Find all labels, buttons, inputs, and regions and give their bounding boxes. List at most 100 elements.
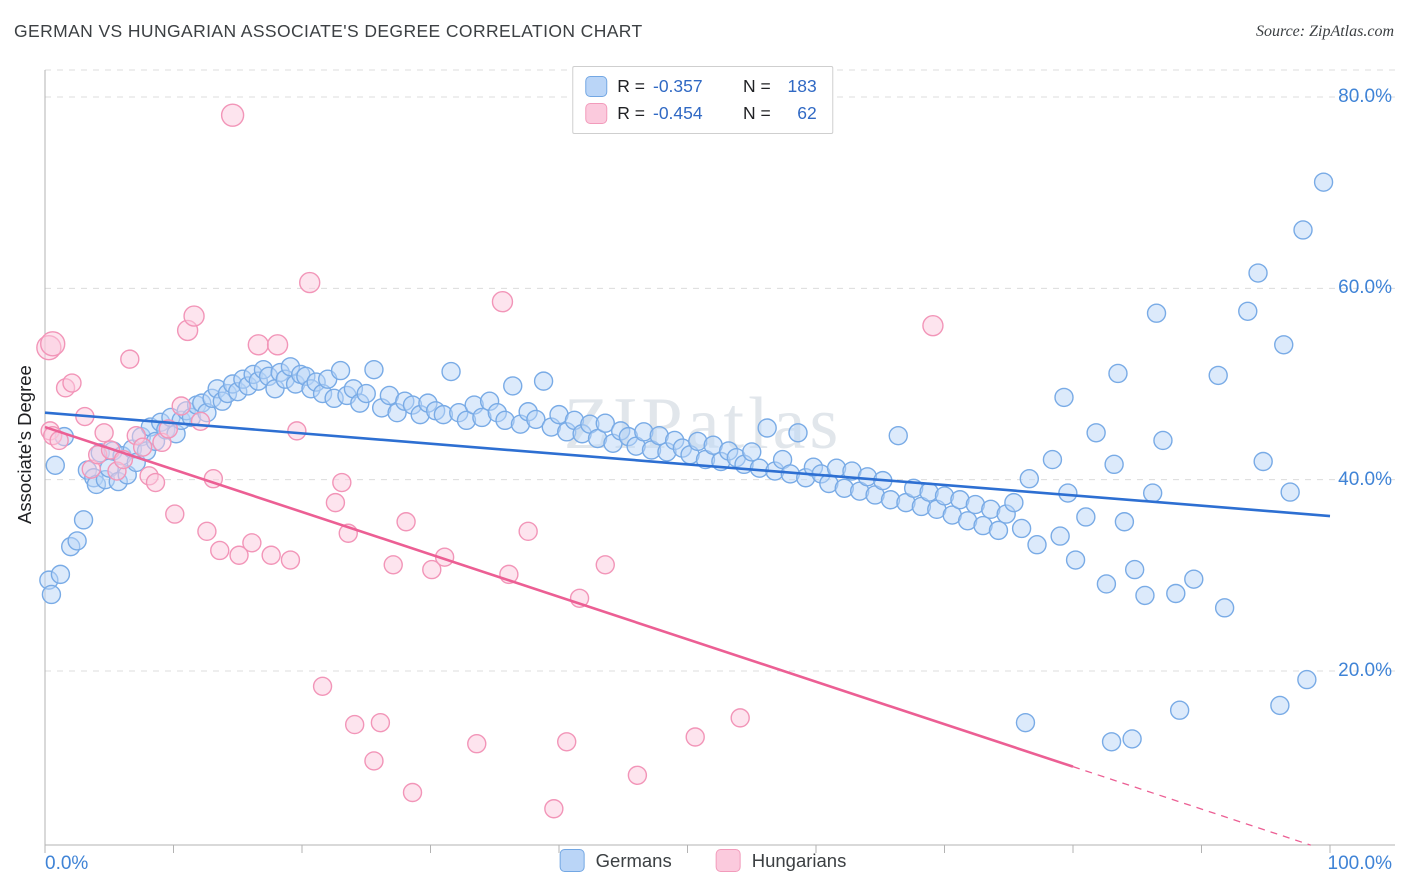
data-point-germans — [541, 417, 561, 437]
data-point-germans — [834, 478, 854, 498]
data-point-germans — [312, 383, 333, 404]
data-point-hungarians — [49, 430, 69, 451]
data-point-germans — [957, 511, 978, 531]
data-point-hungarians — [183, 305, 205, 327]
data-point-hungarians — [332, 472, 352, 493]
data-point-hungarians — [94, 423, 114, 443]
data-point-hungarians — [40, 421, 60, 441]
data-point-hungarians — [190, 411, 211, 432]
trend-line-extension-hungarians — [1072, 766, 1311, 846]
data-point-hungarians — [152, 432, 172, 453]
data-point-hungarians — [383, 555, 403, 575]
data-point-hungarians — [434, 547, 455, 567]
data-point-germans — [253, 359, 274, 380]
data-point-germans — [306, 372, 326, 392]
series-legend: Germans Hungarians — [559, 849, 846, 872]
data-point-hungarians — [627, 765, 648, 785]
data-point-germans — [217, 383, 238, 404]
trend-line-hungarians — [44, 425, 1074, 768]
data-point-germans — [202, 388, 222, 409]
data-point-germans — [996, 504, 1016, 524]
data-point-germans — [131, 426, 152, 447]
data-point-germans — [1166, 583, 1186, 604]
data-point-germans — [1054, 387, 1074, 408]
data-point-hungarians — [491, 291, 514, 313]
data-point-germans — [510, 414, 531, 434]
data-point-germans — [449, 403, 469, 423]
data-point-hungarians — [280, 550, 301, 570]
data-point-hungarians — [36, 334, 62, 361]
data-point-germans — [301, 379, 321, 399]
data-point-germans — [1058, 483, 1078, 503]
legend-row-germans: R = -0.357 N = 183 — [585, 76, 817, 97]
data-point-germans — [122, 439, 143, 459]
y-tick-60: 60.0% — [1338, 277, 1392, 298]
data-point-germans — [402, 395, 423, 415]
data-point-germans — [222, 374, 243, 394]
data-point-hungarians — [467, 734, 487, 754]
data-point-hungarians — [261, 545, 281, 565]
data-point-germans — [896, 492, 916, 513]
data-point-hungarians — [325, 492, 346, 513]
data-point-germans — [54, 426, 74, 447]
data-point-germans — [117, 465, 137, 485]
data-point-germans — [796, 468, 816, 488]
data-point-germans — [186, 395, 207, 415]
data-point-germans — [1280, 482, 1300, 502]
data-point-germans — [156, 420, 176, 440]
data-point-germans — [973, 515, 993, 536]
data-point-hungarians — [247, 334, 270, 356]
data-point-germans — [1114, 512, 1135, 532]
data-point-germans — [1153, 430, 1173, 451]
data-point-germans — [873, 470, 893, 491]
data-point-hungarians — [685, 727, 705, 747]
data-point-hungarians — [203, 469, 224, 489]
data-point-germans — [197, 403, 217, 423]
y-axis-label: Associate's Degree — [14, 365, 35, 524]
n-value-germans: 183 — [787, 76, 817, 96]
data-point-germans — [1146, 303, 1167, 323]
data-point-germans — [171, 410, 191, 431]
data-point-hungarians — [43, 425, 63, 446]
data-point-germans — [395, 391, 415, 411]
data-point-germans — [248, 371, 269, 391]
data-point-hungarians — [171, 396, 191, 416]
data-point-germans — [166, 424, 186, 444]
data-point-germans — [1050, 526, 1070, 546]
data-point-germans — [464, 395, 484, 415]
data-point-germans — [371, 398, 392, 418]
data-point-germans — [39, 570, 59, 590]
germans-swatch-icon — [585, 76, 608, 97]
data-point-hungarians — [220, 103, 245, 127]
data-point-germans — [1274, 335, 1294, 355]
data-point-germans — [903, 478, 924, 498]
data-point-germans — [90, 443, 110, 463]
data-point-germans — [1270, 695, 1290, 716]
data-point-germans — [533, 371, 554, 391]
data-point-germans — [1042, 449, 1063, 470]
n-label: N = — [743, 103, 771, 123]
data-point-germans — [472, 407, 492, 428]
data-point-germans — [965, 494, 986, 515]
data-point-germans — [1011, 518, 1032, 539]
data-point-germans — [942, 505, 962, 525]
data-point-germans — [67, 531, 87, 551]
data-point-germans — [1253, 451, 1273, 472]
data-point-germans — [1004, 492, 1024, 513]
data-point-germans — [418, 393, 438, 413]
data-point-germans — [280, 357, 301, 377]
data-point-germans — [161, 407, 181, 428]
data-point-hungarians — [132, 437, 153, 457]
data-point-hungarians — [158, 419, 179, 439]
data-point-germans — [981, 499, 1001, 520]
data-point-hungarians — [75, 406, 95, 427]
data-point-hungarians — [107, 461, 127, 481]
data-point-germans — [41, 584, 62, 605]
data-point-hungarians — [62, 373, 82, 393]
data-point-germans — [77, 460, 98, 480]
data-point-germans — [207, 379, 227, 399]
data-point-germans — [285, 374, 306, 394]
data-point-germans — [1313, 172, 1334, 192]
data-point-germans — [1015, 712, 1036, 733]
data-point-hungarians — [518, 521, 538, 542]
